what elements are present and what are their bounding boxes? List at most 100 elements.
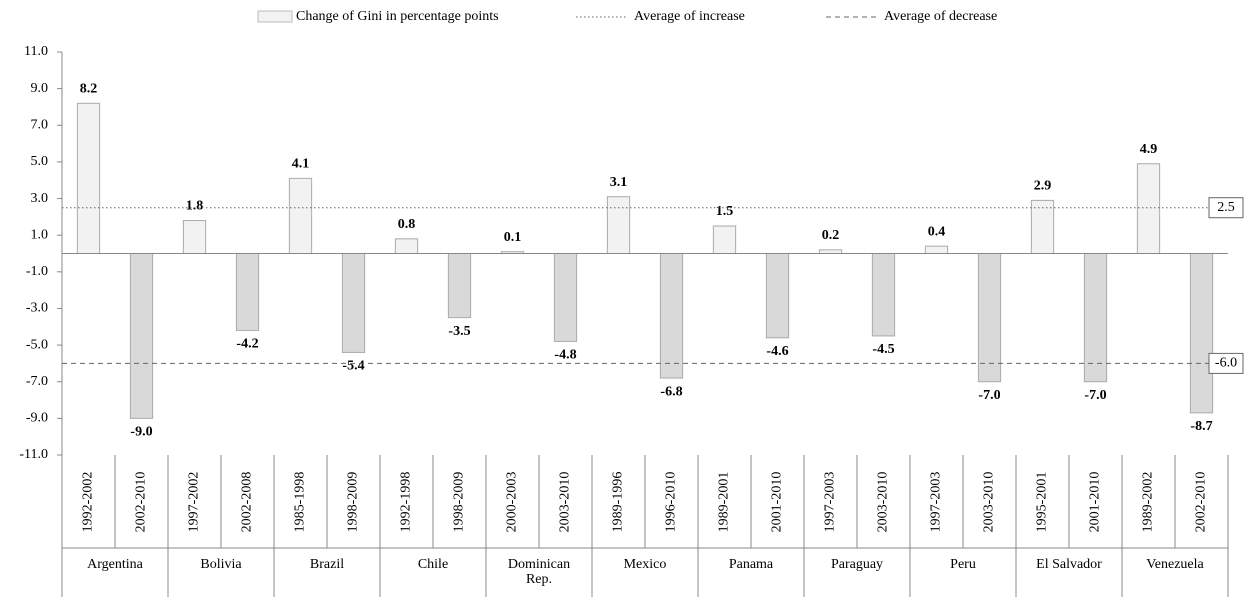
value-label: 2.9 xyxy=(1034,179,1052,194)
group-label-box: Argentina xyxy=(87,557,143,572)
group-label: Argentina xyxy=(87,557,143,572)
x-tick-label: 1989-2001 xyxy=(717,472,732,533)
value-label: 1.5 xyxy=(716,204,734,219)
value-label: 1.8 xyxy=(186,199,204,214)
group-label: Peru xyxy=(950,557,976,572)
bar xyxy=(129,253,154,419)
value-label: 8.2 xyxy=(80,82,98,97)
value-label: 0.2 xyxy=(822,228,840,243)
bar xyxy=(76,102,101,254)
x-tick-label: 2002-2010 xyxy=(134,472,149,533)
reference-label-box xyxy=(1208,197,1244,219)
value-label: 0.1 xyxy=(504,230,522,245)
bar xyxy=(447,253,472,319)
y-tick-label: 1.0 xyxy=(31,227,49,242)
x-tick-label: 2002-2008 xyxy=(240,472,255,533)
value-label: 0.4 xyxy=(928,224,946,239)
group-label-box: Panama xyxy=(728,557,774,572)
bar xyxy=(871,253,896,337)
value-label: -4.6 xyxy=(766,344,788,359)
value-label: -4.5 xyxy=(872,342,894,357)
value-label: -9.0 xyxy=(130,425,152,440)
x-tick-label: 2003-2010 xyxy=(876,472,891,533)
bar xyxy=(1189,253,1214,414)
x-tick-label: 1989-2002 xyxy=(1141,472,1156,533)
y-tick-label: 3.0 xyxy=(31,191,49,206)
value-label: 3.1 xyxy=(610,175,628,190)
y-tick-label: 7.0 xyxy=(31,117,49,132)
group-label-box: Chile xyxy=(418,557,448,572)
bar xyxy=(341,253,366,353)
bar xyxy=(1083,253,1108,383)
bar xyxy=(1030,199,1055,254)
value-label: -4.2 xyxy=(236,337,258,352)
value-label: -6.8 xyxy=(660,384,682,399)
value-label: -4.8 xyxy=(554,348,576,363)
legend-label: Change of Gini in percentage points xyxy=(296,9,499,24)
x-tick-label: 1992-2002 xyxy=(81,472,96,533)
value-label: 0.8 xyxy=(398,217,416,232)
bar xyxy=(235,253,260,331)
reference-label-box xyxy=(1208,352,1244,374)
group-label: Paraguay xyxy=(830,557,884,572)
group-label-box: Bolivia xyxy=(200,557,242,572)
group-label: Venezuela xyxy=(1146,557,1204,572)
group-label: Mexico xyxy=(623,557,667,572)
y-tick-label: -3.0 xyxy=(26,301,48,316)
x-tick-label: 1995-2001 xyxy=(1035,472,1050,533)
bar xyxy=(924,245,949,255)
y-tick-label: -5.0 xyxy=(26,337,48,352)
x-tick-label: 2001-2010 xyxy=(770,472,785,533)
group-label-box: Paraguay xyxy=(830,557,884,572)
bar xyxy=(659,253,684,379)
group-label: Panama xyxy=(728,557,774,572)
bar xyxy=(288,177,313,255)
legend-swatch xyxy=(257,10,293,23)
x-tick-label: 2000-2003 xyxy=(505,472,520,533)
bar xyxy=(818,249,843,255)
x-tick-label: 2001-2010 xyxy=(1088,472,1103,533)
legend-label: Average of increase xyxy=(634,9,745,24)
x-tick-label: 1997-2003 xyxy=(929,472,944,533)
x-tick-label: 2003-2010 xyxy=(558,472,573,533)
group-label-box: Peru xyxy=(950,557,976,572)
y-tick-label: -7.0 xyxy=(26,374,48,389)
x-tick-label: 1997-2003 xyxy=(823,472,838,533)
group-label-box: Brazil xyxy=(309,557,345,572)
group-label: Brazil xyxy=(309,557,345,572)
x-tick-label: 2003-2010 xyxy=(982,472,997,533)
group-label: Dominican Rep. xyxy=(507,557,571,587)
group-label: Bolivia xyxy=(200,557,242,572)
value-label: -7.0 xyxy=(1084,388,1106,403)
x-tick-label: 1985-1998 xyxy=(293,472,308,533)
bar xyxy=(1136,163,1161,254)
bar xyxy=(977,253,1002,383)
y-tick-label: -1.0 xyxy=(26,264,48,279)
bar xyxy=(606,196,631,254)
reference-label: -6.0 xyxy=(1215,356,1237,371)
x-tick-label: 1989-1996 xyxy=(611,472,626,533)
x-tick-label: 1996-2010 xyxy=(664,472,679,533)
group-label-box: El Salvador xyxy=(1036,557,1102,572)
bar xyxy=(712,225,737,254)
group-label-box: Mexico xyxy=(623,557,667,572)
reference-label: 2.5 xyxy=(1217,200,1235,215)
x-tick-label: 1997-2002 xyxy=(187,472,202,533)
y-tick-label: 11.0 xyxy=(24,44,48,59)
value-label: -3.5 xyxy=(448,324,470,339)
x-tick-label: 1998-2009 xyxy=(452,472,467,533)
value-label: 4.9 xyxy=(1140,142,1158,157)
group-label-box: Dominican Rep. xyxy=(507,557,571,587)
value-label: -8.7 xyxy=(1190,419,1212,434)
bar xyxy=(182,220,207,254)
group-label: El Salvador xyxy=(1036,557,1102,572)
legend-label: Average of decrease xyxy=(884,9,997,24)
x-tick-label: 2002-2010 xyxy=(1194,472,1209,533)
y-tick-label: -9.0 xyxy=(26,411,48,426)
x-tick-label: 1998-2009 xyxy=(346,472,361,533)
y-tick-label: 5.0 xyxy=(31,154,49,169)
y-tick-label: -11.0 xyxy=(19,447,48,462)
group-label-box: Venezuela xyxy=(1146,557,1204,572)
bar xyxy=(394,238,419,255)
